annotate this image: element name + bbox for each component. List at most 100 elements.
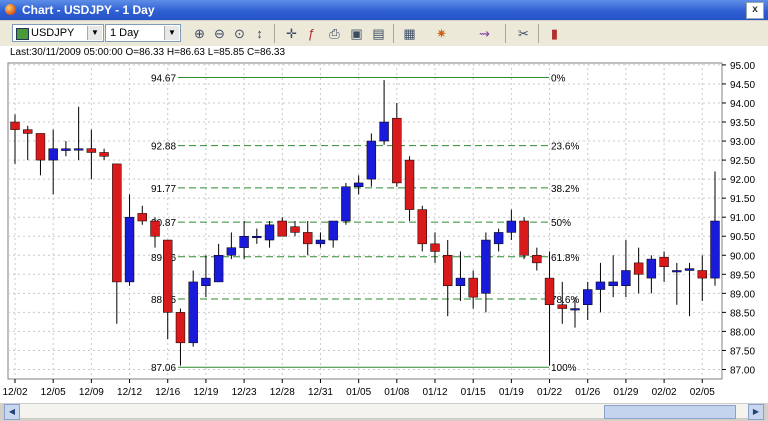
zoom-fit-icon[interactable]: ⊙ xyxy=(234,25,245,41)
chevron-down-icon[interactable]: ▼ xyxy=(164,26,179,40)
scroll-thumb[interactable] xyxy=(604,405,736,419)
y-tick-label: 89.00 xyxy=(730,289,755,300)
candle-down xyxy=(404,159,415,210)
candle-up xyxy=(226,247,237,256)
scroll-right-icon[interactable]: ▶ xyxy=(748,404,764,420)
x-tick-label: 12/23 xyxy=(232,387,257,398)
bar-style-icon[interactable]: ▮ xyxy=(550,25,559,41)
fibonacci-icon[interactable]: ƒ xyxy=(307,26,316,41)
save-icon[interactable]: ▣ xyxy=(350,25,363,41)
candle-up xyxy=(493,232,504,245)
y-tick-label: 87.50 xyxy=(730,346,755,357)
x-tick-label: 01/22 xyxy=(537,387,562,398)
cursor-icon[interactable]: ↕ xyxy=(256,26,263,41)
timeframe-select[interactable]: 1 Day ▼ xyxy=(105,24,181,42)
close-button[interactable]: x xyxy=(746,2,764,19)
zoom-in-icon[interactable]: ⊕ xyxy=(194,25,205,41)
candle-down xyxy=(112,163,122,283)
toolbar-separator xyxy=(274,24,275,43)
y-tick-label: 91.50 xyxy=(730,194,755,205)
candle-up xyxy=(61,148,71,151)
candle-down xyxy=(290,226,300,233)
candle-up xyxy=(201,277,211,286)
candle-down xyxy=(163,239,173,313)
y-tick-label: 93.50 xyxy=(730,118,755,129)
fib-price-label: 94.67 xyxy=(151,73,176,84)
x-tick-label: 01/26 xyxy=(575,387,600,398)
candle-up xyxy=(481,239,491,294)
y-tick-label: 88.00 xyxy=(730,327,755,338)
toolbar-separator xyxy=(505,24,506,43)
candle-up xyxy=(672,270,682,273)
candlestick-chart[interactable]: 94.670%92.8823.6%91.7738.2%90.8750%89.96… xyxy=(0,61,768,403)
candle-up xyxy=(570,308,580,311)
toolbar: USDJPY ▼ 1 Day ▼ ⊕ ⊖ ⊙ ↕ ✛ ƒ ⎙ ▣ ▤ ▦ ✷ ⇝… xyxy=(0,21,768,47)
symbol-select[interactable]: USDJPY ▼ xyxy=(12,24,104,42)
x-tick-label: 12/19 xyxy=(193,387,218,398)
candle-down xyxy=(86,148,97,153)
candle-up xyxy=(73,148,84,151)
fib-percent-label: 61.8% xyxy=(551,253,579,264)
candle-up xyxy=(213,255,224,283)
indicator-icon[interactable]: ⇝ xyxy=(479,25,490,41)
properties-icon[interactable]: ✂ xyxy=(518,25,529,41)
symbol-value: USDJPY xyxy=(31,27,75,39)
fib-price-label: 90.87 xyxy=(151,218,176,229)
candle-up xyxy=(328,220,338,241)
x-tick-label: 12/31 xyxy=(308,387,333,398)
candle-up xyxy=(621,270,631,286)
fib-percent-label: 50% xyxy=(551,218,571,229)
toolbar-separator xyxy=(538,24,539,43)
zoom-out-icon[interactable]: ⊖ xyxy=(214,25,225,41)
candle-up xyxy=(264,224,275,241)
candle-down xyxy=(23,129,33,134)
grid-icon[interactable]: ▦ xyxy=(403,25,416,41)
candle-up xyxy=(506,220,517,233)
x-tick-label: 12/12 xyxy=(117,387,142,398)
candle-down xyxy=(392,117,402,184)
candle-up xyxy=(188,281,198,344)
fib-percent-label: 38.2% xyxy=(551,184,579,195)
window-titlebar[interactable]: Chart - USDJPY - 1 Day x xyxy=(0,0,768,20)
candle-down xyxy=(443,255,453,286)
x-tick-label: 12/16 xyxy=(155,387,180,398)
candle-up xyxy=(341,186,351,222)
candle-down xyxy=(557,304,567,309)
print-icon[interactable]: ⎙ xyxy=(329,25,340,41)
candle-down xyxy=(175,312,186,344)
candle-up xyxy=(124,216,135,283)
chevron-down-icon[interactable]: ▼ xyxy=(87,26,102,40)
x-tick-label: 02/02 xyxy=(652,387,677,398)
fib-percent-label: 100% xyxy=(551,363,577,374)
candle-down xyxy=(35,133,46,161)
x-tick-label: 12/05 xyxy=(41,387,66,398)
scroll-left-icon[interactable]: ◀ xyxy=(4,404,20,420)
y-tick-label: 93.00 xyxy=(730,137,755,148)
candle-up xyxy=(366,140,377,180)
drawing-icon[interactable]: ✷ xyxy=(436,25,447,41)
fib-price-label: 92.88 xyxy=(151,142,176,153)
page-icon[interactable]: ▤ xyxy=(372,25,385,41)
x-tick-label: 12/09 xyxy=(79,387,104,398)
crosshair-icon[interactable]: ✛ xyxy=(286,25,297,41)
x-tick-label: 01/19 xyxy=(499,387,524,398)
x-tick-label: 01/08 xyxy=(384,387,409,398)
horizontal-scrollbar[interactable]: ◀ ▶ xyxy=(3,403,765,420)
candle-down xyxy=(468,277,478,298)
y-tick-label: 87.00 xyxy=(730,365,755,376)
fib-percent-label: 78.6% xyxy=(551,295,579,306)
x-tick-label: 01/15 xyxy=(461,387,486,398)
window-title: Chart - USDJPY - 1 Day xyxy=(22,3,155,17)
candle-down xyxy=(633,262,644,275)
ohlc-info-bar: Last:30/11/2009 05:00:00 O=86.33 H=86.63… xyxy=(0,46,768,61)
candle-down xyxy=(137,213,147,222)
candle-down xyxy=(150,220,160,237)
chart-area[interactable]: 94.670%92.8823.6%91.7738.2%90.8750%89.96… xyxy=(0,61,768,421)
fib-percent-label: 0% xyxy=(551,73,566,84)
candle-down xyxy=(417,209,427,245)
x-tick-label: 12/28 xyxy=(270,387,295,398)
x-tick-label: 01/05 xyxy=(346,387,371,398)
x-tick-label: 12/02 xyxy=(2,387,27,398)
candle-down xyxy=(430,243,440,252)
candle-down xyxy=(544,277,555,306)
